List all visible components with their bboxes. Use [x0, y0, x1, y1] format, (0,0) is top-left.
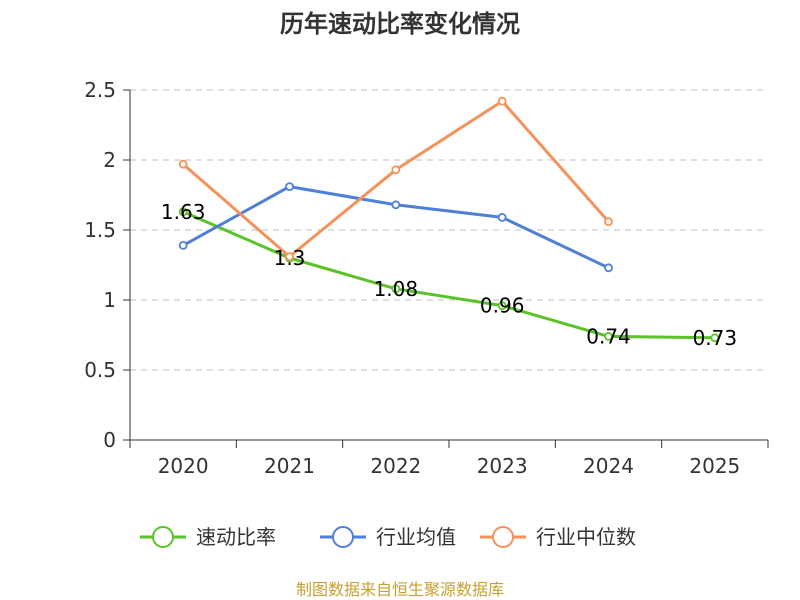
x-tick-label: 2025 [689, 454, 740, 478]
x-tick-label: 2021 [264, 454, 315, 478]
data-point [710, 333, 720, 343]
x-tick-label: 2020 [158, 454, 209, 478]
series-line-2 [182, 185, 610, 270]
data-point [285, 252, 294, 262]
legend-swatch-marker [332, 526, 354, 548]
legend-label: 行业均值 [376, 525, 456, 549]
y-tick-label: 2.5 [84, 78, 116, 102]
y-tick-label: 1.5 [84, 218, 116, 242]
x-tick-label: 2022 [370, 454, 421, 478]
legend-swatch-marker [152, 526, 174, 548]
legend-swatch-marker [492, 526, 514, 548]
data-point [178, 207, 188, 217]
data-label: 1.08 [374, 277, 419, 301]
y-axis-ticks: 0 0.5 1 1.5 2 2.5 [84, 78, 116, 452]
x-tick-label: 2024 [583, 454, 634, 478]
y-tick-label: 1 [103, 288, 116, 312]
data-label: 0.74 [586, 324, 631, 348]
data-point [285, 182, 294, 192]
legend: 速动比率 行业均值 行业中位数 [140, 525, 636, 549]
y-tick-label: 0 [103, 428, 116, 452]
data-label: 1.3 [274, 246, 306, 270]
data-point [604, 331, 613, 341]
data-point [391, 200, 401, 210]
series-group [178, 96, 720, 343]
x-axis-ticks: 2020 2021 2022 2023 2024 2025 [158, 454, 741, 478]
y-tick-label: 2 [103, 148, 116, 172]
legend-label: 行业中位数 [536, 525, 636, 549]
data-label: 0.73 [693, 326, 738, 350]
legend-label: 速动比率 [196, 525, 276, 549]
source-footer: 制图数据来自恒生聚源数据库 [295, 580, 504, 599]
y-tick-label: 0.5 [84, 358, 116, 382]
x-tick-label: 2023 [477, 454, 528, 478]
series-line-1 [182, 210, 715, 340]
chart-title: 历年速动比率变化情况 [280, 10, 520, 38]
data-point [604, 217, 613, 227]
series-line-3 [182, 99, 610, 259]
data-point [391, 284, 401, 294]
axes [123, 89, 769, 448]
data-point [604, 263, 613, 273]
data-point [497, 212, 507, 222]
data-label: 0.96 [480, 294, 525, 318]
data-point [178, 159, 188, 169]
data-point [178, 240, 188, 250]
grid-lines [130, 89, 768, 371]
data-labels: 1.63 1.3 1.08 0.96 0.74 0.73 [161, 200, 737, 350]
data-label: 1.63 [161, 200, 206, 224]
data-point [497, 96, 507, 106]
data-point [497, 301, 507, 311]
data-point [391, 165, 401, 175]
